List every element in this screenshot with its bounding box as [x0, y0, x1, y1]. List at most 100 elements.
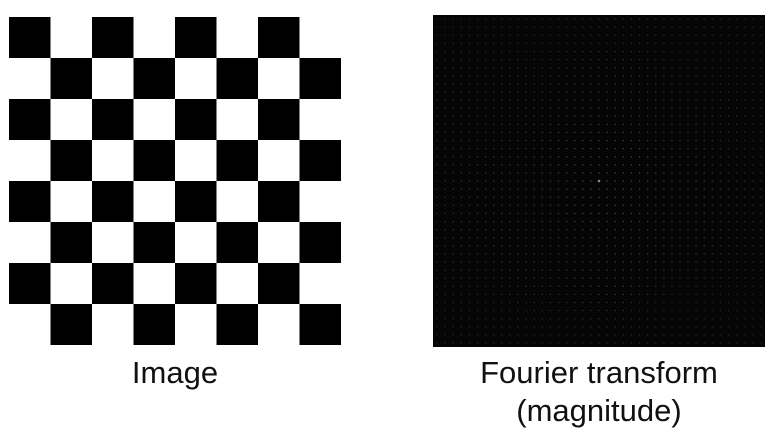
- fourier-peak-dot: [460, 309, 463, 312]
- fourier-peak-dot: [484, 58, 487, 61]
- fourier-peak-dot: [703, 123, 706, 126]
- fourier-peak-dot: [452, 236, 454, 239]
- fourier-peak-dot: [695, 34, 697, 36]
- fourier-peak-dot: [654, 58, 657, 61]
- fourier-peak-dot: [622, 155, 625, 158]
- fourier-peak-dot: [654, 342, 657, 344]
- fourier-peak-dot: [614, 131, 616, 134]
- fourier-peak-dot: [630, 253, 633, 255]
- fourier-peak-dot: [436, 172, 438, 174]
- fourier-peak-dot: [646, 285, 649, 288]
- checker-square-light: [216, 17, 259, 59]
- checker-square-dark: [9, 99, 52, 141]
- fourier-peak-dot: [484, 147, 487, 150]
- fourier-peak-dot: [760, 212, 762, 215]
- fourier-peak-dot: [606, 131, 608, 134]
- fourier-peak-dot: [752, 188, 754, 190]
- fourier-peak-dot: [744, 293, 746, 296]
- fourier-peak-dot: [654, 245, 657, 247]
- fourier-peak-dot: [509, 261, 511, 263]
- fourier-peak-dot: [671, 204, 673, 207]
- fourier-peak-dot: [679, 123, 681, 126]
- fourier-peak-dot: [671, 228, 673, 231]
- fourier-peak-dot: [525, 18, 527, 20]
- fourier-peak-dot: [727, 196, 730, 198]
- fourier-peak-dot: [638, 277, 641, 279]
- fourier-peak-dot: [598, 139, 600, 142]
- fourier-peak-dot: [444, 277, 446, 279]
- fourier-peak-dot: [476, 269, 479, 271]
- fourier-peak-dot: [735, 26, 738, 28]
- fourier-peak-dot: [744, 74, 746, 77]
- fourier-peak-dot: [573, 99, 576, 101]
- fourier-peak-dot: [573, 293, 576, 296]
- fourier-peak-dot: [687, 212, 689, 215]
- fourier-peak-dot: [436, 91, 438, 93]
- fourier-peak-dot: [671, 147, 673, 150]
- fourier-peak-dot: [703, 50, 706, 53]
- fourier-peak-dot: [573, 42, 576, 45]
- checker-square-dark: [9, 17, 52, 59]
- checkerboard-image: [9, 17, 342, 346]
- checker-square-dark: [50, 58, 93, 100]
- fourier-peak-dot: [646, 164, 649, 166]
- fourier-peak-dot: [468, 253, 471, 255]
- fourier-peak-dot: [663, 18, 665, 20]
- checker-square-light: [175, 140, 218, 182]
- fourier-peak-dot: [525, 342, 527, 344]
- fourier-peak-dot: [719, 228, 722, 231]
- fourier-peak-dot: [735, 123, 738, 126]
- fourier-peak-dot: [598, 253, 600, 255]
- fourier-peak-dot: [590, 50, 592, 53]
- fourier-peak-dot: [719, 326, 722, 328]
- fourier-peak-dot: [735, 66, 738, 69]
- fourier-peak-dot: [606, 253, 608, 255]
- fourier-peak-dot: [687, 317, 689, 320]
- fourier-peak-dot: [679, 220, 681, 223]
- fourier-peak-dot: [590, 18, 592, 20]
- fourier-peak-dot: [703, 245, 706, 247]
- fourier-peak-dot: [614, 83, 616, 85]
- fourier-peak-dot: [695, 91, 697, 93]
- fourier-peak-dot: [590, 164, 592, 166]
- fourier-peak-dot: [671, 293, 673, 296]
- fourier-peak-dot: [744, 326, 746, 328]
- fourier-peak-dot: [646, 204, 649, 207]
- fourier-peak-dot: [646, 317, 649, 320]
- fourier-peak-dot: [752, 50, 754, 53]
- fourier-caption: Fourier transform (magnitude): [449, 354, 749, 430]
- fourier-peak-dot: [598, 261, 600, 263]
- fourier-peak-dot: [517, 172, 519, 174]
- fourier-peak-dot: [492, 204, 495, 207]
- fourier-peak-dot: [525, 26, 527, 28]
- fourier-peak-dot: [468, 91, 471, 93]
- fourier-peak-dot: [654, 326, 657, 328]
- checker-square-light: [50, 99, 93, 141]
- fourier-peak-dot: [760, 245, 762, 247]
- fourier-peak-dot: [703, 188, 706, 190]
- fourier-peak-dot: [492, 58, 495, 61]
- fourier-peak-dot: [687, 293, 689, 296]
- fourier-peak-dot: [525, 180, 527, 182]
- fourier-peak-dot: [509, 139, 511, 142]
- fourier-peak-dot: [436, 50, 438, 53]
- fourier-peak-dot: [703, 131, 706, 134]
- fourier-peak-dot: [533, 309, 535, 312]
- fourier-peak-dot: [622, 245, 625, 247]
- checker-square-light: [92, 222, 135, 264]
- fourier-peak-dot: [444, 269, 446, 271]
- fourier-peak-dot: [606, 269, 608, 271]
- fourier-peak-dot: [492, 253, 495, 255]
- fourier-peak-dot: [525, 83, 527, 85]
- fourier-peak-dot: [573, 269, 576, 271]
- fourier-peak-dot: [760, 220, 762, 223]
- fourier-peak-dot: [460, 253, 463, 255]
- fourier-peak-dot: [590, 123, 592, 126]
- fourier-peak-dot: [509, 301, 511, 304]
- fourier-peak-dot: [525, 164, 527, 166]
- fourier-peak-dot: [533, 204, 535, 207]
- fourier-peak-dot: [565, 155, 568, 158]
- fourier-peak-dot: [695, 50, 697, 53]
- fourier-peak-dot: [509, 91, 511, 93]
- fourier-peak-dot: [638, 131, 641, 134]
